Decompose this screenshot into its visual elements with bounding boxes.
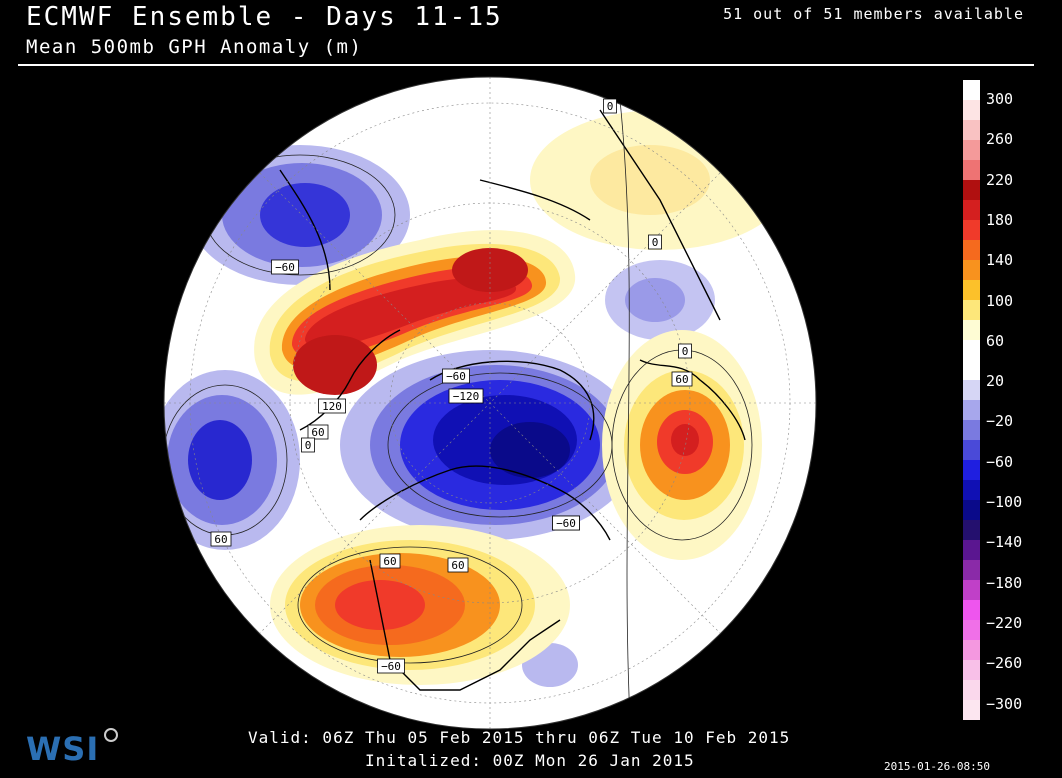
colorbar-tick-label: 20 — [986, 372, 1005, 391]
contour-label-box — [377, 658, 405, 674]
low-anomaly-europe — [605, 260, 715, 340]
colorbar-tick-label: 60 — [986, 331, 1005, 350]
colorbar-tick-label: 180 — [986, 210, 1014, 229]
contour-label-box — [648, 234, 662, 250]
initialized-time: Initalized: 00Z Mon 26 Jan 2015 — [365, 751, 695, 770]
colorbar-tick-label: −260 — [986, 654, 1023, 673]
colorbar-swatch — [963, 540, 980, 560]
colorbar-swatch — [963, 460, 980, 480]
wsi-logo: WSI — [26, 730, 100, 768]
colorbar-swatch — [963, 80, 980, 100]
colorbar-swatch — [963, 660, 980, 680]
colorbar-swatch — [963, 180, 980, 200]
colorbar-tick-label: −300 — [986, 694, 1023, 713]
colorbar-tick-label: −100 — [986, 493, 1023, 511]
contour-label: 60 — [675, 373, 688, 386]
contour-label: −60 — [381, 660, 401, 673]
colorbar-swatch — [963, 680, 980, 700]
colorbar-swatch — [963, 520, 980, 540]
contour-label-box — [271, 259, 299, 275]
colorbar-swatch — [963, 260, 980, 280]
colorbar-swatch — [963, 480, 980, 500]
colorbar-swatch — [963, 580, 980, 600]
colorbar-swatch — [963, 640, 980, 660]
colorbar-swatch — [963, 380, 980, 400]
colorbar-swatch — [963, 100, 980, 120]
colorbar-swatch — [963, 240, 980, 260]
colorbar-swatch — [963, 400, 980, 420]
contour-label: 0 — [682, 345, 689, 358]
colorbar-swatch — [963, 620, 980, 640]
colorbar-swatch — [963, 280, 980, 300]
colorbar-tick-label: −180 — [986, 573, 1023, 592]
map-subtitle: Mean 500mb GPH Anomaly (m) — [26, 36, 363, 58]
contour-label: −120 — [453, 390, 480, 403]
contour-label-box — [671, 371, 693, 387]
contour-label-box — [603, 98, 617, 114]
coastlines — [279, 109, 746, 691]
contour-label-box — [552, 515, 580, 531]
colorbar-swatch — [963, 500, 980, 520]
colorbar-swatch — [963, 320, 980, 340]
contour-label-box — [442, 368, 470, 384]
colorbar-swatch — [963, 220, 980, 240]
colorbar-swatch — [963, 600, 980, 620]
colorbar-swatch — [963, 420, 980, 440]
contour-label: −60 — [556, 517, 576, 530]
contour-label: 0 — [607, 100, 614, 113]
members-available: 51 out of 51 members available — [723, 5, 1024, 23]
colorbar-tick-label: −140 — [986, 533, 1023, 552]
contour-label-box — [210, 531, 232, 547]
colorbar-swatch — [963, 360, 980, 380]
contour-label-box — [301, 437, 315, 453]
colorbar-swatch — [963, 140, 980, 160]
colorbar-tick-label: 140 — [986, 251, 1014, 270]
low-anomaly-canada — [340, 350, 640, 540]
contour-label: −60 — [446, 370, 466, 383]
colorbar-tick-label: 300 — [986, 90, 1014, 108]
contour-label-box — [678, 343, 692, 359]
colorbar-tick-label: 260 — [986, 130, 1014, 149]
contour-label: 60 — [383, 555, 396, 568]
colorbar-swatch — [963, 160, 980, 180]
colorbar-swatch — [963, 440, 980, 460]
colorbar-swatch — [963, 700, 980, 720]
contour-label-box — [448, 388, 484, 404]
valid-period: Valid: 06Z Thu 05 Feb 2015 thru 06Z Tue … — [248, 728, 791, 747]
colorbar-swatch — [963, 560, 980, 580]
contour-label-box — [379, 553, 401, 569]
low-anomaly-pacific — [164, 370, 300, 550]
high-anomaly-scandinavia — [530, 110, 790, 250]
map-title: ECMWF Ensemble - Days 11-15 — [26, 2, 503, 32]
hemisphere-border — [163, 76, 817, 730]
contour-label: 60 — [214, 533, 227, 546]
colorbar-tick-label: −60 — [986, 452, 1014, 471]
header-divider — [18, 64, 1034, 66]
colorbar-swatch — [963, 340, 980, 360]
generation-timestamp: 2015-01-26-08:50 — [884, 760, 990, 773]
graticule — [164, 77, 816, 729]
colorbar — [963, 80, 980, 720]
high-anomaly-europe — [602, 330, 762, 560]
contour-label: 0 — [652, 236, 659, 249]
logo-mark-icon — [104, 728, 118, 742]
contour-label: 60 — [451, 559, 464, 572]
colorbar-tick-label: −20 — [986, 412, 1014, 431]
contour-label-box — [447, 557, 469, 573]
contour-label-box — [318, 398, 346, 414]
colorbar-tick-label: 100 — [986, 291, 1014, 310]
contour-label: 120 — [322, 400, 342, 413]
contour-label: −60 — [275, 261, 295, 274]
contour-label-box — [307, 424, 329, 440]
colorbar-tick-label: −220 — [986, 613, 1023, 632]
colorbar-swatch — [963, 200, 980, 220]
contour-label: 0 — [305, 439, 312, 452]
contour-label: 60 — [311, 426, 324, 439]
high-anomaly-usa — [270, 525, 570, 685]
colorbar-tick-label: 220 — [986, 170, 1014, 189]
colorbar-swatch — [963, 120, 980, 140]
colorbar-swatch — [963, 300, 980, 320]
